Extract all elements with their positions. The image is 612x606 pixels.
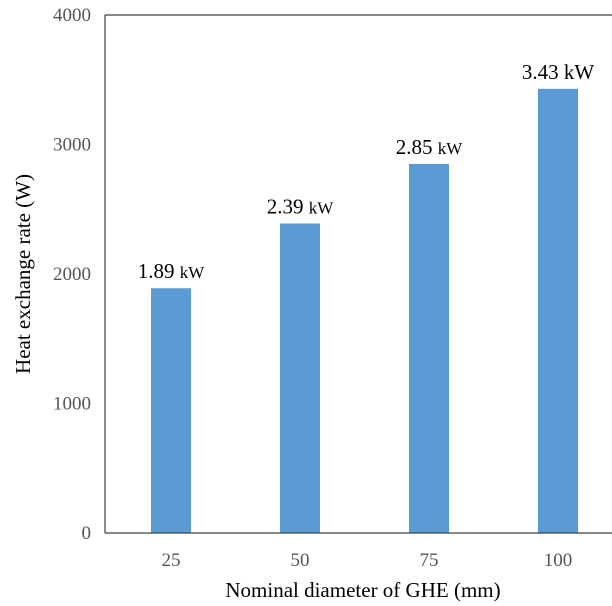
- data-label-unit: kW: [180, 263, 206, 282]
- x-axis-title: Nominal diameter of GHE (mm): [225, 578, 500, 602]
- bars-group: [151, 88, 578, 534]
- bar: [280, 223, 320, 533]
- data-label-unit: kW: [564, 60, 595, 84]
- data-label: 1.89 kW: [138, 259, 206, 283]
- y-tick-labels: 0 1000 2000 3000 4000: [53, 5, 91, 544]
- y-tick-label: 3000: [53, 135, 91, 156]
- data-label-unit: kW: [309, 198, 335, 217]
- y-tick-label: 0: [82, 523, 92, 544]
- x-tick-label: 25: [162, 550, 181, 571]
- bar: [538, 88, 578, 533]
- data-label-unit: kW: [438, 139, 464, 158]
- y-tick-label: 4000: [53, 5, 91, 26]
- data-label-value: 2.85: [396, 135, 433, 159]
- data-label-value: 1.89: [138, 259, 175, 283]
- bar: [151, 288, 191, 533]
- x-tick-label: 100: [544, 550, 573, 571]
- x-tick-label: 75: [420, 550, 439, 571]
- data-label-value: 2.39: [267, 194, 304, 218]
- data-label: 2.85 kW: [396, 135, 464, 159]
- x-tick-label: 50: [291, 550, 310, 571]
- data-label: 2.39 kW: [267, 194, 335, 218]
- data-label: 3.43 kW: [522, 60, 595, 84]
- y-tick-label: 2000: [53, 264, 91, 285]
- data-label-value: 3.43: [522, 60, 559, 84]
- y-tick-label: 1000: [53, 394, 91, 415]
- bar: [409, 163, 449, 534]
- y-axis-title: Heat exchange rate (W): [11, 174, 35, 374]
- x-tick-labels: 25 50 75 100: [162, 550, 573, 571]
- data-labels-group: 1.89 kW2.39 kW2.85 kW3.43 kW: [138, 60, 595, 283]
